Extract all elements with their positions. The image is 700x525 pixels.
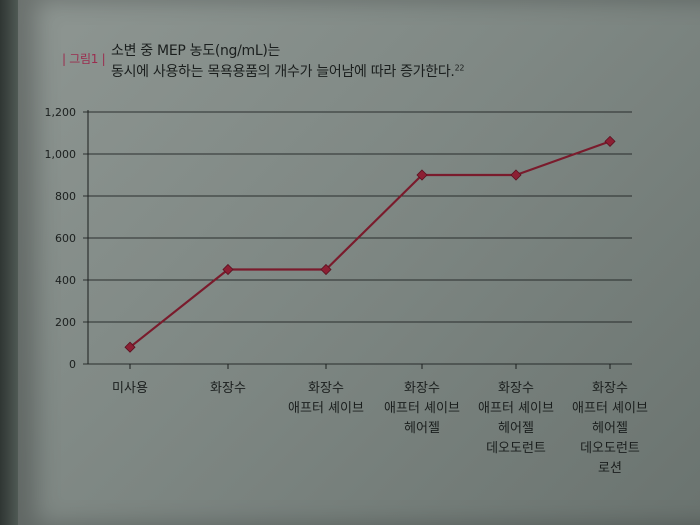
x-category-label: 미사용 xyxy=(112,381,148,396)
x-category-label: 화장수 xyxy=(210,381,246,396)
y-tick-label: 1,200 xyxy=(45,106,77,119)
x-category-label-line: 로션 xyxy=(598,461,622,476)
x-category-label-line: 화장수 xyxy=(404,381,440,396)
figure-caption-line1: 소변 중 MEP 농도(ng/mL)는 xyxy=(111,43,281,59)
x-category-label-line: 데오도런트 xyxy=(486,441,546,456)
x-category-label-line: 헤어젤 xyxy=(404,421,440,436)
y-tick-label: 0 xyxy=(69,358,76,371)
x-category-label-line: 데오도런트 xyxy=(580,441,640,456)
data-point-marker xyxy=(416,169,428,181)
y-tick-label: 1,000 xyxy=(45,148,77,161)
data-point-marker xyxy=(604,135,616,147)
y-tick-label: 600 xyxy=(55,232,76,245)
figure-caption-line2-text: 동시에 사용하는 목욕용품의 개수가 늘어남에 따라 증가한다. xyxy=(111,64,455,80)
x-category-label-line: 헤어젤 xyxy=(592,421,628,436)
x-category-label-line: 화장수 xyxy=(498,381,534,396)
figure-tag: | 그림1 | xyxy=(62,52,106,66)
x-category-label-line: 애프터 셰이브 xyxy=(572,401,648,416)
previous-page-edge xyxy=(0,0,22,525)
data-point-marker xyxy=(124,341,136,353)
y-tick-label: 800 xyxy=(55,190,76,203)
series-line xyxy=(129,140,611,349)
data-point-marker xyxy=(320,263,332,276)
x-category-label-line: 미사용 xyxy=(112,381,148,396)
x-category-label-line: 애프터 셰이브 xyxy=(384,401,460,416)
x-category-label-line: 애프터 셰이브 xyxy=(288,401,364,416)
x-category-label-line: 애프터 셰이브 xyxy=(478,401,554,416)
data-point-marker xyxy=(222,263,234,276)
x-category-label-line: 헤어젤 xyxy=(498,421,534,436)
figure-caption-line2: 동시에 사용하는 목욕용품의 개수가 늘어남에 따라 증가한다.22 xyxy=(111,61,464,81)
y-tick-label: 400 xyxy=(55,274,76,287)
x-category-label-line: 화장수 xyxy=(592,381,628,396)
x-category-label-line: 화장수 xyxy=(210,381,246,396)
x-category-label-line: 화장수 xyxy=(308,381,344,396)
y-tick-label: 200 xyxy=(55,316,76,329)
figure-caption-reference: 22 xyxy=(454,63,465,73)
book-page xyxy=(18,0,700,525)
data-point-marker xyxy=(510,169,522,181)
